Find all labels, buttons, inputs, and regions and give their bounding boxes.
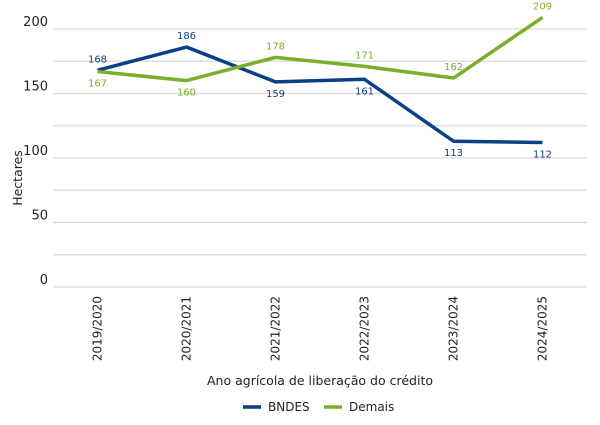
gridlines [53, 28, 587, 288]
legend-label: BNDES [268, 400, 310, 414]
data-label: 160 [177, 88, 196, 99]
data-label: 209 [533, 1, 552, 12]
y-tick-label: 100 [23, 144, 48, 159]
x-tick-label: 2021/2022 [269, 296, 283, 361]
data-label: 186 [177, 31, 196, 42]
data-label: 171 [355, 50, 374, 61]
y-tick-label: 200 [23, 15, 48, 30]
y-tick-label: 50 [31, 209, 48, 224]
x-tick-label: 2023/2024 [447, 296, 461, 361]
x-axis-label: Ano agrícola de liberação do crédito [207, 373, 433, 388]
y-tick-label: 150 [23, 80, 48, 95]
series-line-bndes [97, 45, 543, 145]
series-line-demais [97, 15, 544, 83]
y-axis-ticks: 0 50 100 150 200 [23, 15, 48, 288]
data-label: 113 [444, 148, 463, 159]
data-label: 112 [533, 150, 552, 161]
data-label: 159 [266, 89, 285, 100]
x-axis-ticks: 2019/2020 2020/2021 2021/2022 2022/2023 2023… [91, 296, 550, 361]
x-tick-label: 2019/2020 [91, 296, 105, 361]
x-tick-label: 2022/2023 [358, 296, 372, 361]
data-label: 178 [266, 41, 285, 52]
legend-label: Demais [349, 400, 394, 414]
x-tick-label: 2020/2021 [180, 296, 194, 361]
series-lines [97, 15, 544, 145]
x-tick-label: 2024/2025 [536, 296, 550, 361]
legend: BNDES Demais [243, 400, 394, 414]
data-label: 167 [88, 79, 107, 90]
data-label: 162 [444, 62, 463, 73]
data-label: 168 [88, 54, 107, 65]
y-axis-label: Hectares [10, 150, 25, 206]
data-label: 161 [355, 86, 374, 97]
data-labels: 168 186 159 161 113 112 167 160 178 171 162 209 [88, 1, 552, 160]
y-tick-label: 0 [40, 273, 48, 288]
